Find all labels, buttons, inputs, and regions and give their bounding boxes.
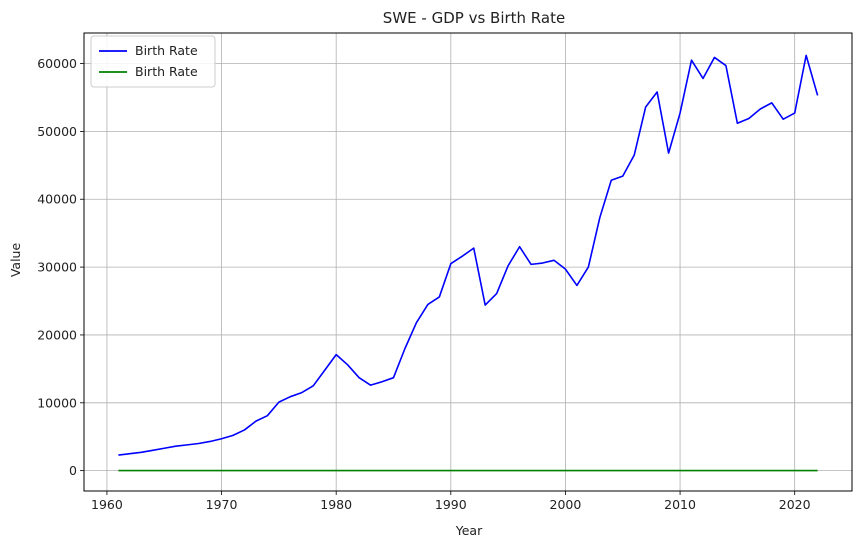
x-tick-label: 2010 (664, 497, 696, 512)
x-tick-label: 1990 (435, 497, 467, 512)
y-tick-label: 10000 (37, 395, 77, 410)
legend: Birth Rate Birth Rate (90, 35, 216, 88)
x-tick-label: 1980 (320, 497, 352, 512)
y-tick-label: 30000 (37, 260, 77, 275)
x-tick-label: 1970 (206, 497, 238, 512)
y-tick-label: 60000 (37, 56, 77, 71)
x-tick-label: 2000 (550, 497, 582, 512)
x-tick-label: 2020 (779, 497, 811, 512)
series-line-1 (118, 54, 819, 456)
legend-box (90, 35, 216, 88)
y-tick-label: 20000 (37, 327, 77, 342)
x-tick-label: 1960 (91, 497, 123, 512)
x-axis: 1960 1970 1980 1990 2000 2010 2020 (91, 491, 811, 512)
plot-frame (83, 32, 853, 492)
chart-title: SWE - GDP vs Birth Rate (383, 9, 565, 27)
legend-label-series-1: Birth Rate (135, 43, 198, 58)
legend-label-series-2: Birth Rate (135, 64, 198, 79)
series-layer (118, 54, 819, 472)
y-tick-label: 50000 (37, 124, 77, 139)
y-tick-label: 0 (69, 463, 77, 478)
x-axis-label: Year (455, 523, 483, 538)
y-axis-label: Value (8, 243, 23, 278)
y-tick-label: 40000 (37, 192, 77, 207)
y-axis: 0 10000 20000 30000 40000 50000 60000 (37, 56, 84, 478)
